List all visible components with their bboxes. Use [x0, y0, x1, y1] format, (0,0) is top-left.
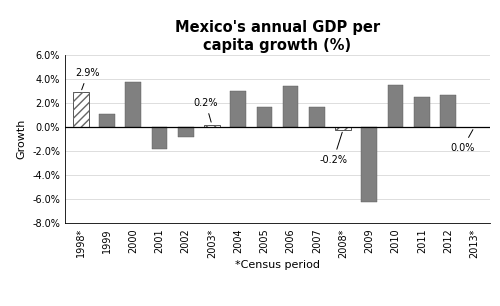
Text: 2.9%: 2.9%	[76, 68, 100, 90]
Bar	[230, 91, 246, 127]
Bar	[178, 127, 194, 137]
Bar	[335, 127, 351, 130]
Text: 0.0%: 0.0%	[450, 130, 475, 153]
Title: Mexico's annual GDP per
capita growth (%): Mexico's annual GDP per capita growth (%…	[175, 20, 380, 53]
Text: 0.2%: 0.2%	[194, 98, 218, 122]
Bar	[362, 127, 377, 202]
Y-axis label: Growth: Growth	[16, 119, 26, 159]
X-axis label: *Census period: *Census period	[235, 260, 320, 271]
Bar	[388, 85, 404, 127]
Bar	[309, 107, 324, 127]
Bar	[414, 97, 430, 127]
Text: -0.2%: -0.2%	[320, 132, 347, 165]
Bar	[126, 81, 141, 127]
Bar	[440, 95, 456, 127]
Bar	[152, 127, 168, 149]
Bar	[99, 114, 115, 127]
Bar	[73, 92, 88, 127]
Bar	[256, 107, 272, 127]
Bar	[335, 127, 351, 130]
Bar	[73, 92, 88, 127]
Bar	[204, 125, 220, 127]
Bar	[282, 86, 298, 127]
Bar	[204, 125, 220, 127]
